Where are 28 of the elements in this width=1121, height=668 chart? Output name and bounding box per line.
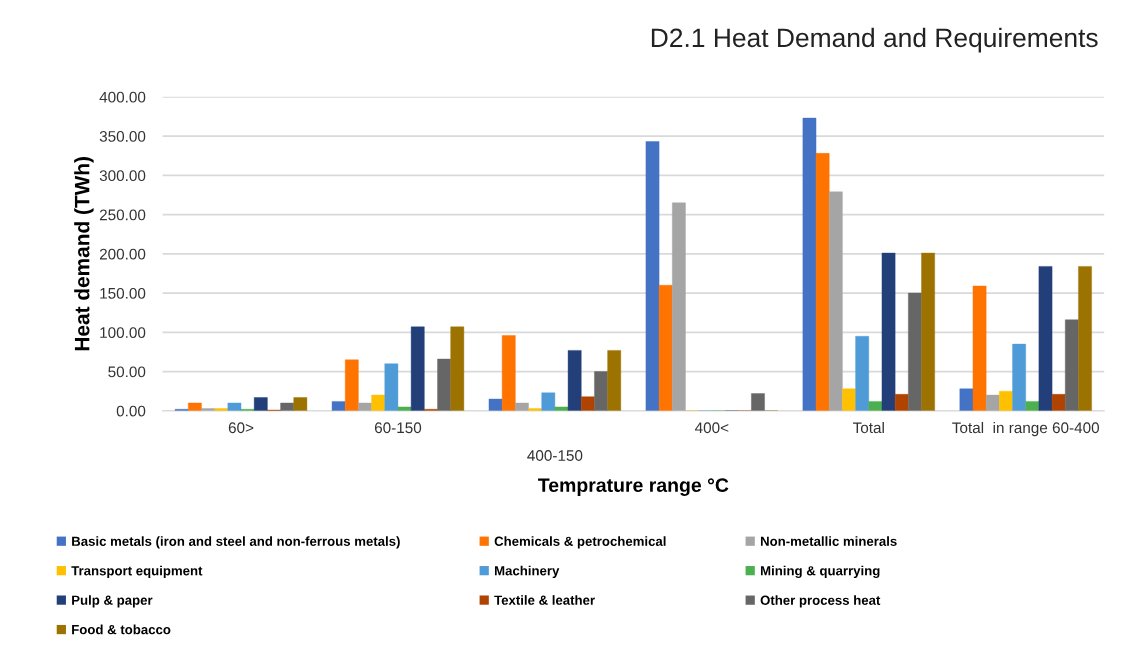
x-axis-title: Temprature range °C [538, 478, 729, 496]
y-tick-label: 150.00 [100, 287, 146, 299]
x-tick-label: 60> [228, 422, 254, 434]
legend-label: Basic metals (iron and steel and non-ferrous metals) [72, 536, 400, 549]
y-tick-label: 100.00 [100, 327, 146, 339]
legend-label: Machinery [494, 565, 560, 579]
legend-label: Food & tobacco [72, 624, 171, 635]
legend-label: Mining & quarrying [760, 565, 880, 579]
legend-label: Other process heat [760, 595, 881, 608]
legend-label: Pulp & paper [72, 595, 153, 608]
y-tick-label: 300.00 [99, 170, 146, 182]
y-tick-label: 200.00 [99, 248, 146, 260]
legend-label: Chemicals & petrochemical [494, 536, 666, 549]
y-tick-label: 0.00 [116, 405, 146, 417]
x-tick-label: Total in range 60-400 [952, 421, 1100, 437]
chart-title: D2.1 Heat Demand and Requirements [651, 27, 1098, 53]
legend-label: Transport equipment [71, 565, 203, 579]
y-tick-label: 250.00 [99, 209, 146, 221]
x-tick-label: Total [852, 421, 884, 434]
legend-label: Non-metallic minerals [760, 536, 897, 546]
x-tick-label: 60-150 [374, 422, 422, 434]
y-tick-label: 400.00 [99, 91, 146, 103]
y-tick-label: 350.00 [99, 130, 146, 142]
legend-label: Textile & leather [494, 595, 595, 605]
x-tick-label: 400-150 [527, 450, 583, 461]
y-tick-label: 50.00 [108, 366, 146, 378]
x-tick-label: 400< [694, 422, 729, 434]
y-axis-title: Heat demand (TWh) [74, 157, 94, 351]
